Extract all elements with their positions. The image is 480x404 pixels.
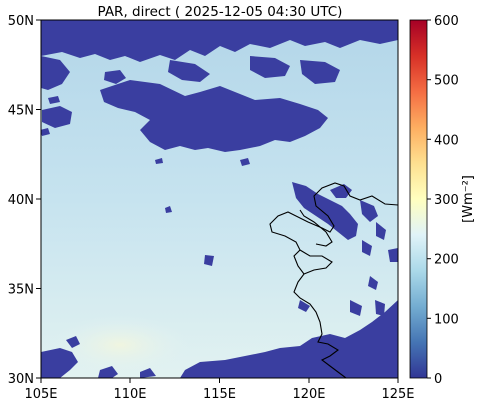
- colorbar-tick-label: 200: [434, 253, 459, 268]
- coastline: [269, 182, 398, 378]
- map-panel: [41, 20, 398, 378]
- coastline-bohai: [299, 209, 333, 247]
- colorbar-tick-label: 0: [434, 372, 442, 387]
- cloud-mask: [41, 20, 398, 378]
- bright-region: [50, 315, 190, 375]
- coastline-shandong: [299, 249, 333, 275]
- lat-tick-label: 35N: [8, 283, 34, 298]
- colorbar-tick-label: 500: [434, 74, 459, 89]
- lon-tick-label: 125E: [381, 387, 414, 402]
- lon-tick-label: 105E: [24, 387, 57, 402]
- colorbar-unit-label: [Wm⁻²]: [461, 175, 476, 223]
- map-title: PAR, direct ( 2025-12-05 04:30 UTC): [98, 4, 343, 20]
- lat-tick-label: 45N: [8, 104, 34, 119]
- colorbar-ticks: [427, 19, 431, 379]
- lon-axis: 105E 110E 115E 120E 125E: [24, 378, 415, 402]
- colorbar-tick-label: 600: [434, 14, 459, 29]
- colorbar-ramp: [409, 19, 428, 379]
- lat-axis: 50N 45N 40N 35N 30N: [8, 14, 41, 387]
- colorbar-tick-label: 100: [434, 312, 459, 327]
- lat-tick-label: 30N: [8, 372, 34, 387]
- lon-tick-label: 120E: [292, 387, 325, 402]
- lon-tick-label: 115E: [203, 387, 236, 402]
- lat-tick-label: 50N: [8, 14, 34, 29]
- lon-tick-label: 110E: [113, 387, 146, 402]
- colorbar: 600 500 400 300 200 100 0 [Wm⁻²]: [409, 14, 476, 387]
- colorbar-tick-label: 400: [434, 133, 459, 148]
- colorbar-tick-label: 300: [434, 193, 459, 208]
- lat-tick-label: 40N: [8, 193, 34, 208]
